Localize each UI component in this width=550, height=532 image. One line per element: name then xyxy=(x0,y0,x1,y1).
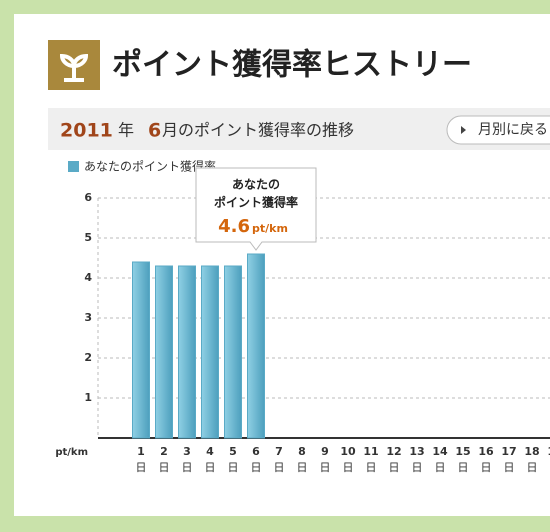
x-tick-suffix: 日 xyxy=(205,461,216,474)
tooltip-unit: pt/km xyxy=(252,222,288,235)
tooltip: あなたの ポイント獲得率 4.6 pt/km xyxy=(195,167,317,251)
button-arrow xyxy=(461,126,466,134)
x-tick-label: 8 xyxy=(298,445,306,458)
x-tick-suffix: 日 xyxy=(343,461,354,474)
x-tick-label: 9 xyxy=(321,445,329,458)
x-tick-suffix: 日 xyxy=(366,461,377,474)
x-tick-suffix: 日 xyxy=(136,461,147,474)
x-tick-label: 17 xyxy=(501,445,516,458)
x-tick-label: 6 xyxy=(252,445,260,458)
panel xyxy=(14,14,550,516)
y-axis-label: pt/km xyxy=(55,447,88,458)
x-tick-label: 18 xyxy=(524,445,539,458)
bar xyxy=(224,265,242,439)
y-tick-label: 4 xyxy=(84,271,92,284)
back-button[interactable] xyxy=(446,115,550,145)
x-tick-label: 16 xyxy=(478,445,494,458)
x-tick-label: 4 xyxy=(206,445,214,458)
legend-swatch xyxy=(68,161,79,172)
x-tick-label: 12 xyxy=(386,445,401,458)
tooltip-box xyxy=(195,167,317,251)
year: 2011 xyxy=(60,120,113,142)
x-tick-label: 1 xyxy=(137,445,145,458)
month: 6 xyxy=(148,120,161,142)
x-tick-label: 14 xyxy=(432,445,448,458)
x-tick-suffix: 日 xyxy=(389,461,400,474)
bar xyxy=(178,265,196,439)
x-tick-suffix: 日 xyxy=(251,461,262,474)
x-tick-suffix: 日 xyxy=(274,461,285,474)
back-button-label[interactable]: 月別に戻る xyxy=(478,122,548,138)
y-tick-label: 6 xyxy=(84,191,92,204)
x-tick-suffix: 日 xyxy=(228,461,239,474)
y-tick-label: 1 xyxy=(84,391,92,404)
x-tick-label: 3 xyxy=(183,445,191,458)
x-tick-suffix: 日 xyxy=(435,461,446,474)
x-tick-label: 5 xyxy=(229,445,237,458)
x-tick-label: 15 xyxy=(455,445,470,458)
sprout-icon xyxy=(59,53,89,82)
tooltip-value: 4.6 xyxy=(218,216,250,237)
x-tick-suffix: 日 xyxy=(504,461,515,474)
year-unit: 年 xyxy=(118,121,134,140)
x-tick-label: 7 xyxy=(275,445,283,458)
x-tick-suffix: 日 xyxy=(458,461,469,474)
page-title: ポイント獲得率ヒストリー xyxy=(112,48,472,83)
x-tick-label: 19 xyxy=(547,445,550,458)
x-tick-label: 13 xyxy=(409,445,424,458)
x-tick-label: 10 xyxy=(340,445,356,458)
month-text: 月のポイント獲得率の推移 xyxy=(162,121,354,140)
x-tick-suffix: 日 xyxy=(297,461,308,474)
y-tick-label: 5 xyxy=(84,231,92,244)
x-tick-suffix: 日 xyxy=(481,461,492,474)
x-tick-label: 11 xyxy=(363,445,378,458)
bar xyxy=(247,253,265,439)
legend-label: あなたのポイント獲得率 xyxy=(84,159,216,174)
x-tick-suffix: 日 xyxy=(182,461,193,474)
tooltip-line: あなたの xyxy=(232,178,280,192)
bar xyxy=(201,265,219,439)
tooltip-line: ポイント獲得率 xyxy=(214,195,298,210)
bar xyxy=(132,261,150,439)
x-tick-suffix: 日 xyxy=(412,461,423,474)
x-tick-suffix: 日 xyxy=(320,461,331,474)
y-tick-label: 3 xyxy=(84,311,92,324)
x-tick-suffix: 日 xyxy=(527,461,538,474)
x-tick-label: 2 xyxy=(160,445,168,458)
x-tick-suffix: 日 xyxy=(159,461,170,474)
bar xyxy=(155,265,173,439)
y-tick-label: 2 xyxy=(84,351,92,364)
plot: 1234561日2日3日4日5日6日7日8日9日10日11日12日13日14日1… xyxy=(84,191,550,474)
